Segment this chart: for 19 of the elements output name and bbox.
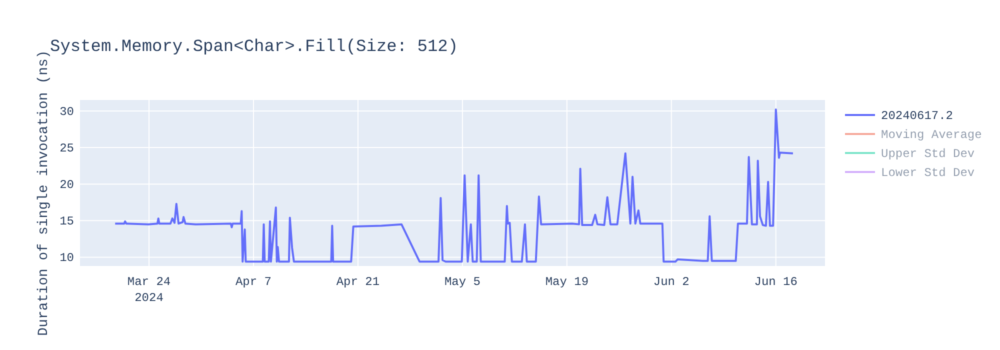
legend-label: 20240617.2	[881, 109, 954, 123]
x-tick-label: May 19	[545, 275, 589, 289]
legend-label: Moving Average	[881, 128, 982, 142]
y-tick-label: 20	[60, 178, 74, 192]
y-tick-label: 30	[60, 104, 74, 119]
line-series	[114, 108, 794, 263]
legend-label: Upper Std Dev	[881, 147, 975, 161]
x-tick-label: May 5	[444, 275, 480, 289]
y-tick-label: 25	[60, 142, 74, 156]
x-tick-label: Apr 21	[336, 275, 380, 289]
legend-label: Lower Std Dev	[881, 166, 975, 180]
x-tick-label: Mar 24 2024	[127, 275, 171, 305]
chart-title: System.Memory.Span<Char>.Fill(Size: 512)	[50, 38, 458, 57]
y-tick-label: 10	[60, 251, 74, 266]
y-tick-label: 15	[60, 214, 74, 229]
x-tick-label: Jun 2	[653, 275, 690, 289]
x-tick-label: Jun 16	[754, 275, 798, 289]
y-axis-title: Duration of single invocation (ns)	[36, 50, 52, 336]
x-tick-label: Apr 7	[235, 275, 272, 289]
